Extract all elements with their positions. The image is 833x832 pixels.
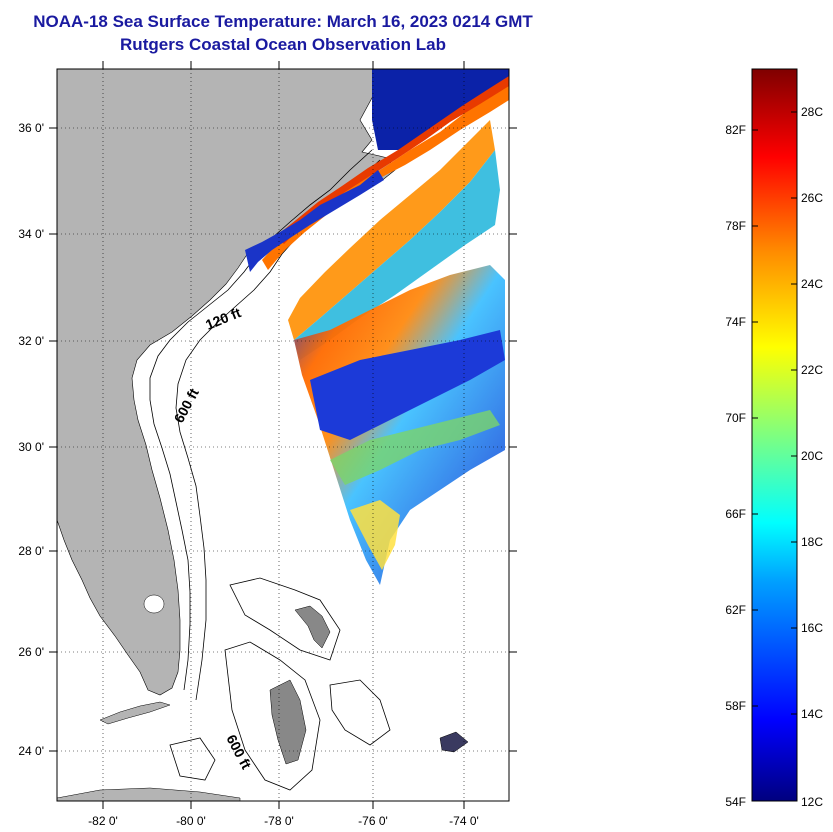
map-title: NOAA-18 Sea Surface Temperature: March 1… [0, 10, 566, 56]
lat-tick-3: 30 0' [18, 440, 44, 454]
lon-tick-0: -82 0' [88, 814, 118, 828]
title-line-2: Rutgers Coastal Ocean Observation Lab [120, 35, 446, 54]
lon-tick-1: -80 0' [176, 814, 206, 828]
cbar-c-2: 24C [801, 277, 823, 291]
cbar-f-3: 70F [725, 411, 746, 425]
lake-okeechobee [143, 594, 165, 614]
cbar-f-1: 78F [725, 219, 746, 233]
temperature-colorbar: 82F 78F 74F 70F 66F 62F 58F 54F 28C 26C … [725, 68, 823, 809]
contour-120ft [149, 149, 373, 691]
lat-tick-1: 34 0' [18, 227, 44, 241]
lon-tick-4: -74 0' [449, 814, 479, 828]
land-bahamas-abaco [294, 605, 331, 649]
cbar-f-5: 62F [725, 603, 746, 617]
lat-tick-4: 28 0' [18, 544, 44, 558]
lat-tick-0: 36 0' [18, 121, 44, 135]
cbar-c-1: 26C [801, 191, 823, 205]
land-us-southeast [57, 69, 396, 696]
lat-tick-6: 24 0' [18, 744, 44, 758]
contour-bahamas [169, 577, 391, 791]
cbar-c-8: 12C [801, 795, 823, 809]
cbar-c-5: 18C [801, 535, 823, 549]
cbar-f-4: 66F [725, 507, 746, 521]
cbar-c-6: 16C [801, 621, 823, 635]
cbar-c-3: 22C [801, 363, 823, 377]
graticule [57, 69, 509, 801]
cbar-c-7: 14C [801, 707, 823, 721]
axis-ticks [49, 61, 517, 809]
sst-map: 120 ft 600 ft 600 ft -82 0' -80 0' -78 0… [18, 61, 517, 828]
cbar-f-2: 74F [725, 315, 746, 329]
cbar-c-4: 20C [801, 449, 823, 463]
lat-tick-2: 32 0' [18, 334, 44, 348]
cbar-f-0: 82F [725, 123, 746, 137]
lon-tick-3: -76 0' [358, 814, 388, 828]
lon-tick-2: -78 0' [264, 814, 294, 828]
colorbar-gradient [751, 68, 798, 802]
cbar-c-0: 28C [801, 105, 823, 119]
cbar-f-6: 58F [725, 699, 746, 713]
land-florida-keys [99, 701, 171, 725]
title-line-1: NOAA-18 Sea Surface Temperature: March 1… [33, 12, 533, 31]
lat-tick-5: 26 0' [18, 645, 44, 659]
land-bahamas-small [439, 731, 469, 753]
sst-swath [245, 69, 509, 585]
cbar-f-7: 54F [725, 795, 746, 809]
